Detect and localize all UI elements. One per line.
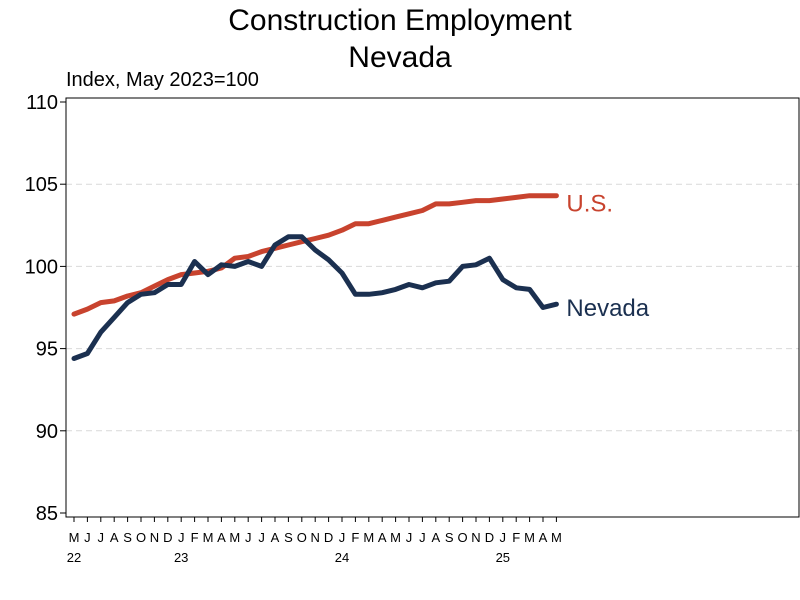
x-tick-label: J	[84, 530, 91, 545]
chart-title: Construction Employment	[228, 4, 572, 37]
series-line-us	[71, 193, 559, 317]
x-tick-label: J	[406, 530, 413, 545]
x-tick-label: N	[311, 530, 320, 545]
gridlines	[66, 183, 799, 432]
x-tick-label: S	[123, 530, 132, 545]
series-labels: U.S. Nevada	[566, 191, 649, 323]
x-tick-label: O	[136, 530, 146, 545]
x-tick-label: M	[524, 530, 535, 545]
x-tick-label: M	[363, 530, 374, 545]
x-tick-label: A	[431, 530, 440, 545]
x-tick-label: N	[471, 530, 480, 545]
x-tick-label: N	[150, 530, 159, 545]
series-label: U.S.	[566, 191, 613, 218]
chart-subtitle: Nevada	[348, 41, 452, 74]
y-tick-label: 110	[26, 92, 58, 114]
x-tick-label: M	[69, 530, 80, 545]
y-axis-label: Index, May 2023=100	[66, 69, 259, 91]
series-lines	[71, 193, 559, 361]
x-tick-label: J	[500, 530, 507, 545]
x-tick-label: M	[203, 530, 214, 545]
y-tick-label: 105	[25, 174, 58, 196]
x-tick-label: S	[284, 530, 293, 545]
x-tick-label: M	[551, 530, 562, 545]
x-tick-label: M	[229, 530, 240, 545]
x-year-label: 22	[67, 550, 81, 565]
x-tick-label: A	[271, 530, 280, 545]
x-tick-label: A	[217, 530, 226, 545]
y-axis: 85 90 95 100 105 110	[25, 92, 66, 525]
x-tick-label: J	[245, 530, 252, 545]
x-tick-label: J	[98, 530, 105, 545]
x-year-label: 24	[335, 550, 349, 565]
x-tick-label: A	[378, 530, 387, 545]
x-tick-label: A	[539, 530, 548, 545]
x-tick-label: J	[258, 530, 265, 545]
y-tick-label: 95	[36, 339, 58, 361]
x-tick-label: O	[297, 530, 307, 545]
x-tick-label: D	[485, 530, 494, 545]
y-tick-label: 85	[36, 503, 58, 525]
x-tick-label: J	[339, 530, 346, 545]
x-tick-label: F	[512, 530, 520, 545]
x-tick-label: S	[445, 530, 454, 545]
x-tick-label: D	[324, 530, 333, 545]
x-tick-label: F	[191, 530, 199, 545]
y-tick-label: 100	[25, 256, 58, 278]
x-tick-label: O	[458, 530, 468, 545]
x-year-label: 23	[174, 550, 188, 565]
y-tick-label: 90	[36, 421, 58, 443]
x-tick-label: M	[390, 530, 401, 545]
x-tick-label: A	[110, 530, 119, 545]
x-tick-label: F	[351, 530, 359, 545]
x-axis: M J J A S O N D J F M A M J J A S O N D J F M A M J J A S O N D J F M A M22 2…	[67, 517, 562, 565]
series-line-nevada	[71, 234, 559, 361]
plot-area	[65, 97, 800, 518]
x-tick-label: J	[419, 530, 426, 545]
x-tick-label: D	[163, 530, 172, 545]
series-label: Nevada	[566, 295, 649, 322]
x-tick-label: J	[178, 530, 185, 545]
x-year-label: 25	[496, 550, 510, 565]
